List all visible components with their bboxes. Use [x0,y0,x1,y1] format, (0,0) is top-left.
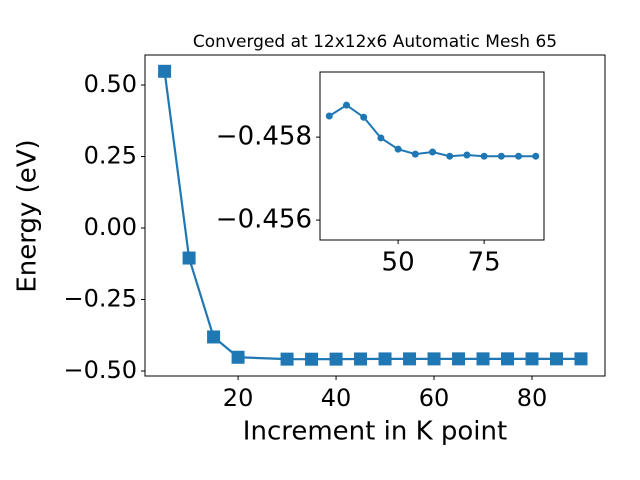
y-tick-label: −0.456 [216,205,312,235]
marker [231,350,245,364]
chart-title: Converged at 12x12x6 Automatic Mesh 65 [193,32,557,52]
marker [394,145,402,153]
marker [532,152,540,160]
marker [329,352,343,366]
marker [574,352,588,366]
x-tick-label: 75 [468,248,501,278]
y-tick-label: −0.50 [63,356,137,384]
marker [305,352,319,366]
y-axis-label: Energy (eV) [13,139,43,292]
marker [525,352,539,366]
marker [411,150,419,158]
marker [497,152,505,160]
marker [550,352,564,366]
marker [360,113,368,121]
y-tick-label: 0.50 [84,70,137,98]
marker [354,352,368,366]
marker [378,352,392,366]
marker [377,134,385,142]
marker [501,352,515,366]
x-tick-label: 60 [419,384,450,412]
x-tick-label: 40 [321,384,352,412]
marker [452,352,466,366]
marker [280,352,294,366]
marker [429,148,437,156]
marker [403,352,417,366]
marker [446,152,454,160]
x-axis-label: Increment in K point [243,417,507,447]
marker [515,152,523,160]
x-tick-label: 20 [223,384,254,412]
marker [342,101,350,109]
marker [158,64,172,78]
y-tick-label: 0.00 [84,213,137,241]
marker [325,112,333,120]
marker [207,330,221,344]
y-tick-label: 0.25 [84,142,137,170]
marker [480,152,488,160]
y-tick-label: −0.25 [63,285,137,313]
marker [463,151,471,159]
x-tick-label: 80 [517,384,548,412]
marker [476,352,490,366]
x-tick-label: 50 [382,248,415,278]
marker [427,352,441,366]
y-tick-label: −0.458 [216,122,312,152]
marker [182,251,196,265]
